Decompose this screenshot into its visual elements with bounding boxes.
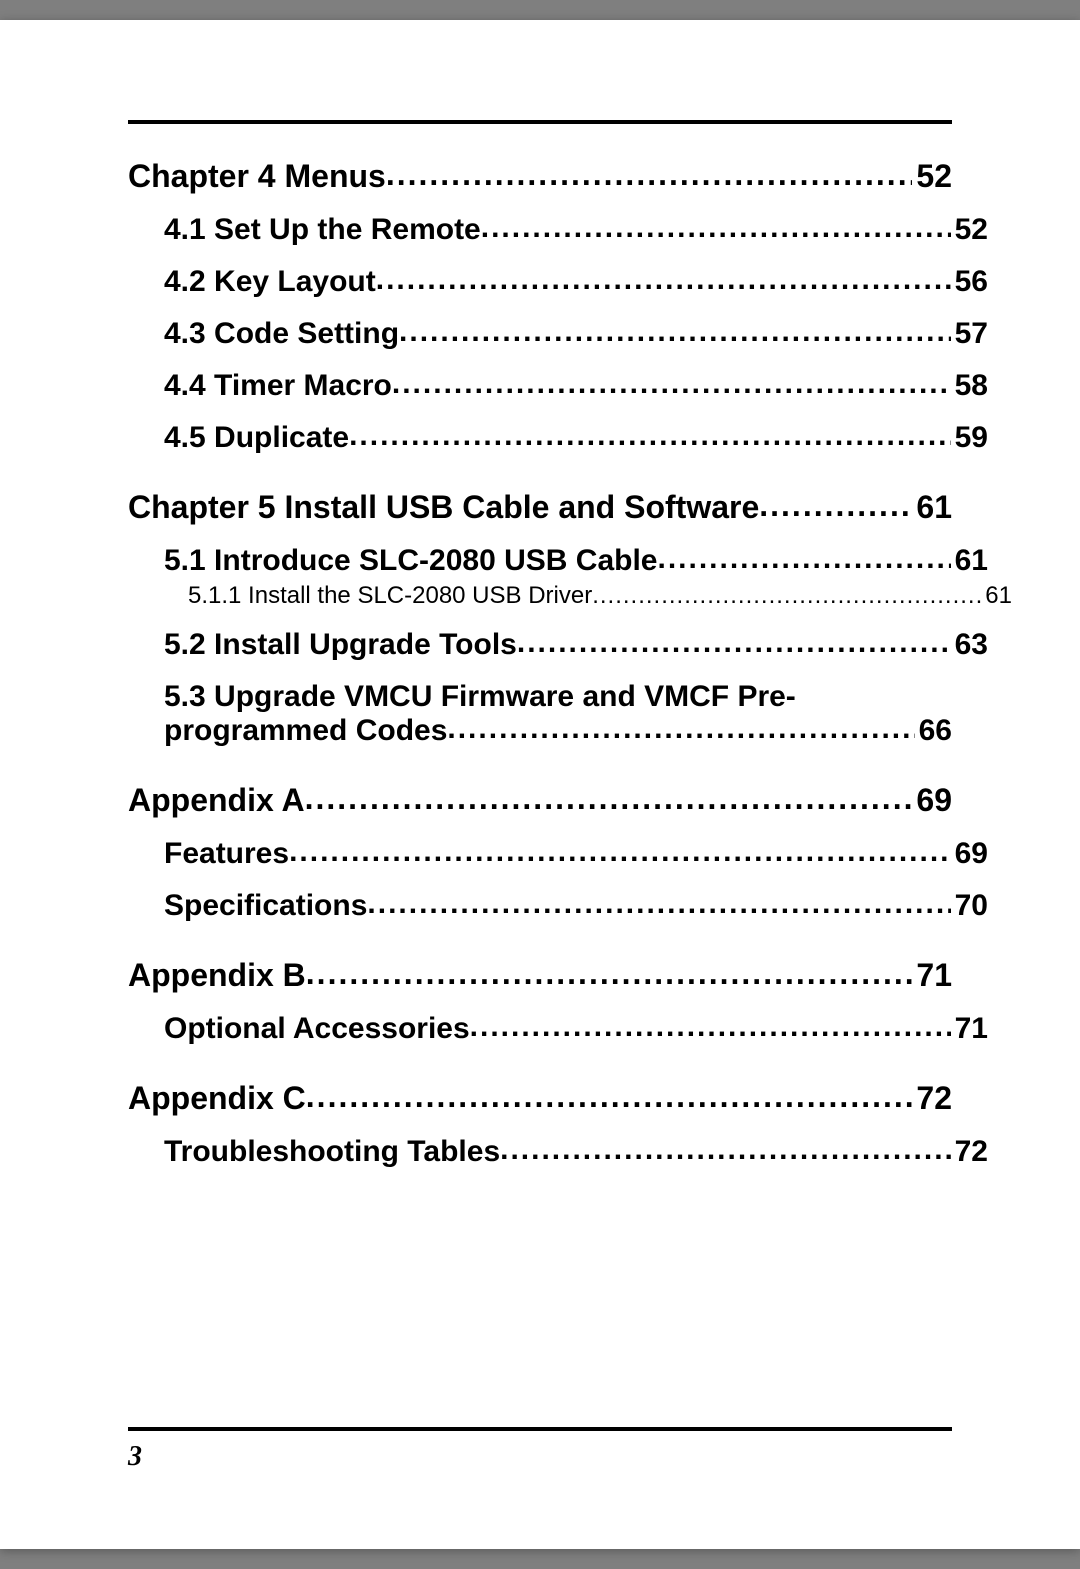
toc-chapter-title: Appendix C: [128, 1080, 306, 1117]
toc-chapter-title: Appendix A: [128, 782, 305, 819]
toc-chapter-page: 61: [912, 489, 952, 526]
toc-chapter-entry: Chapter 4 Menus 52: [128, 158, 952, 195]
toc-section-page: 63: [951, 628, 988, 662]
toc-section-page: 59: [951, 421, 988, 455]
toc-section-page: 72: [951, 1135, 988, 1169]
toc-section-entry: 4.3 Code Setting 57: [164, 317, 988, 351]
bottom-horizontal-rule: [128, 1427, 952, 1431]
toc-section-entry: 5.1 Introduce SLC-2080 USB Cable 61: [164, 544, 988, 578]
toc-section-page: 61: [951, 544, 988, 578]
toc-subsection-title: 5.1.1 Install the SLC-2080 USB Driver: [188, 582, 592, 610]
toc-section-entry: 4.2 Key Layout 56: [164, 265, 988, 299]
toc-leader-dots: [759, 489, 912, 524]
toc-section-title: 4.4 Timer Macro: [164, 369, 392, 403]
toc-leader-dots: [367, 889, 950, 921]
toc-section-title: 4.3 Code Setting: [164, 317, 399, 351]
toc-section-page: 71: [951, 1012, 988, 1046]
page-number: 3: [128, 1441, 952, 1473]
toc-leader-dots: [517, 628, 951, 660]
toc-leader-dots: [386, 158, 913, 193]
toc-leader-dots: [592, 582, 981, 610]
toc-chapter-entry: Appendix C 72: [128, 1080, 952, 1117]
toc-section-title: 4.5 Duplicate: [164, 421, 349, 455]
toc-leader-dots: [481, 213, 951, 245]
toc-section-entry-multiline: 5.3 Upgrade VMCU Firmware and VMCF Pre- …: [164, 680, 952, 748]
toc-section-title: 5.2 Install Upgrade Tools: [164, 628, 517, 662]
toc-section-entry: 4.1 Set Up the Remote 52: [164, 213, 988, 247]
toc-section-title: 5.1 Introduce SLC-2080 USB Cable: [164, 544, 657, 578]
toc-chapter-page: 71: [912, 957, 952, 994]
toc-section-page: 56: [951, 265, 988, 299]
toc-section-entry: Features 69: [164, 837, 988, 871]
toc-leader-dots: [305, 782, 913, 817]
toc-chapter-title: Chapter 4 Menus: [128, 158, 386, 195]
toc-section-title: Features: [164, 837, 289, 871]
toc-section-entry: Specifications 70: [164, 889, 988, 923]
toc-leader-dots: [500, 1135, 951, 1167]
toc-section-page: 66: [915, 714, 952, 748]
toc-leader-dots: [349, 421, 951, 453]
toc-section-title-line1: 5.3 Upgrade VMCU Firmware and VMCF Pre-: [164, 680, 952, 714]
toc-chapter-entry: Appendix A 69: [128, 782, 952, 819]
toc-chapter-title: Chapter 5 Install USB Cable and Software: [128, 489, 759, 526]
toc-section-title: Specifications: [164, 889, 367, 923]
toc-section-title: Troubleshooting Tables: [164, 1135, 500, 1169]
page-footer: 3: [128, 1427, 952, 1473]
toc-chapter-entry: Appendix B 71: [128, 957, 952, 994]
toc-subsection-page: 61: [981, 582, 1012, 610]
toc-chapter-page: 69: [912, 782, 952, 819]
toc-leader-dots: [657, 544, 950, 576]
toc-section-entry: 4.4 Timer Macro 58: [164, 369, 988, 403]
toc-leader-dots: [470, 1012, 951, 1044]
toc-leader-dots: [306, 1080, 913, 1115]
toc-chapter-page: 52: [912, 158, 952, 195]
toc-chapter-title: Appendix B: [128, 957, 306, 994]
toc-section-title-line2: programmed Codes: [164, 714, 447, 748]
toc-section-page: 58: [951, 369, 988, 403]
toc-section-title: 4.1 Set Up the Remote: [164, 213, 481, 247]
toc-leader-dots: [289, 837, 951, 869]
toc-section-entry: Optional Accessories 71: [164, 1012, 988, 1046]
toc-chapter-page: 72: [912, 1080, 952, 1117]
toc-leader-dots: [376, 265, 951, 297]
toc-section-page: 52: [951, 213, 988, 247]
toc-section-entry: Troubleshooting Tables 72: [164, 1135, 988, 1169]
toc-section-title: Optional Accessories: [164, 1012, 470, 1046]
toc-leader-dots: [392, 369, 951, 401]
toc-section-page: 69: [951, 837, 988, 871]
toc-section-page: 70: [951, 889, 988, 923]
toc-leader-dots: [306, 957, 913, 992]
toc-section-page: 57: [951, 317, 988, 351]
toc-leader-dots: [399, 317, 951, 349]
document-page: Chapter 4 Menus 52 4.1 Set Up the Remote…: [0, 20, 1080, 1549]
toc-section-entry: 4.5 Duplicate 59: [164, 421, 988, 455]
top-horizontal-rule: [128, 120, 952, 124]
toc-chapter-entry: Chapter 5 Install USB Cable and Software…: [128, 489, 952, 526]
toc-section-entry: 5.2 Install Upgrade Tools 63: [164, 628, 988, 662]
toc-subsection-entry: 5.1.1 Install the SLC-2080 USB Driver 61: [188, 582, 1012, 610]
toc-leader-dots: [447, 712, 914, 746]
toc-section-title: 4.2 Key Layout: [164, 265, 376, 299]
